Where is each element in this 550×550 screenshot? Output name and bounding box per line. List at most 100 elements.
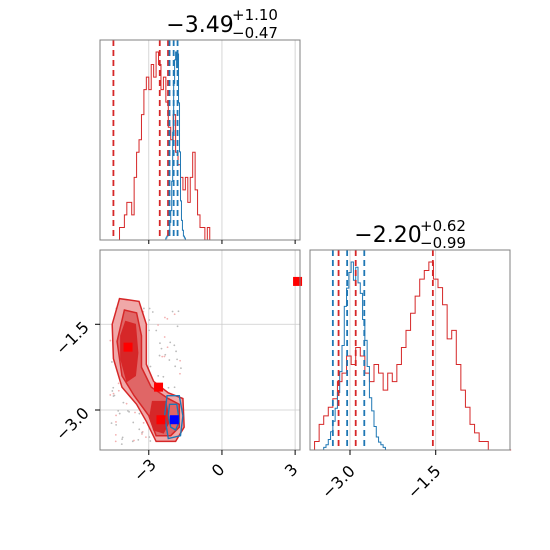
panel-joint <box>99 249 303 451</box>
contour-inner-blue <box>167 403 180 432</box>
scatter-point <box>145 436 147 439</box>
x-tick-label-p1: 0 <box>208 460 229 481</box>
scatter-point <box>162 375 165 378</box>
scatter-point <box>148 436 151 438</box>
title-p2-sup: +0.62 <box>420 217 466 235</box>
scatter-point <box>167 386 170 389</box>
panel-frame <box>99 39 301 241</box>
scatter-point <box>109 339 112 342</box>
tick-labels: −3 0 3 −1.5 −3.0 −3.0 −1.5 <box>52 240 445 502</box>
scatter-point <box>164 353 167 356</box>
hist-p2-blue <box>321 261 388 451</box>
scatter-point <box>115 423 118 426</box>
scatter-point <box>148 307 151 310</box>
scatter-point <box>126 409 129 412</box>
scatter-point <box>168 359 171 361</box>
scatter-point <box>159 342 161 345</box>
scatter-point <box>176 325 179 328</box>
scatter-point <box>141 433 143 435</box>
marker-red <box>293 276 303 286</box>
scatter-point <box>158 354 161 357</box>
title-p2-sub: −0.99 <box>420 234 466 252</box>
scatter-point <box>171 310 174 313</box>
scatter-point <box>121 438 123 441</box>
scatter-point <box>173 344 176 347</box>
marker-red <box>156 415 166 425</box>
panel-frame <box>99 249 301 451</box>
panel-marginal-p1 <box>99 39 301 241</box>
scatter-point <box>149 440 152 442</box>
scatter-point <box>110 422 113 425</box>
scatter-point <box>117 409 120 412</box>
hist-p2-red <box>310 261 512 451</box>
title-p1: −3.49 <box>166 13 233 38</box>
scatter-point <box>166 346 169 349</box>
scatter-point <box>115 414 117 417</box>
scatter-point <box>180 367 182 370</box>
scatter-point <box>137 439 140 441</box>
hist-p1-blue <box>160 51 190 241</box>
x-tick-label-p2: −3.0 <box>318 461 359 502</box>
hist-p1-red <box>100 51 300 241</box>
scatter-point <box>179 372 181 375</box>
scatter-point <box>118 412 121 415</box>
scatter-point <box>120 443 123 446</box>
scatter-point <box>138 428 141 431</box>
scatter-point <box>173 313 176 316</box>
x-tick-label-p2: −1.5 <box>404 461 445 502</box>
scatter-point <box>111 390 114 392</box>
scatter-point <box>112 392 115 395</box>
scatter-point <box>134 411 136 414</box>
panel-marginal-p2 <box>309 249 512 451</box>
scatter-point <box>112 386 115 389</box>
scatter-point <box>117 389 120 392</box>
x-tick-label-p1: −3 <box>130 455 160 485</box>
x-tick-label-p1: 3 <box>281 460 302 481</box>
scatter-point <box>173 386 176 389</box>
scatter-point <box>175 350 177 353</box>
title-p1-sup: +1.10 <box>232 6 278 24</box>
scatter-point <box>177 310 180 313</box>
scatter-point <box>157 324 159 326</box>
scatter-point <box>138 412 141 415</box>
scatter-point <box>122 401 125 404</box>
y-tick-label-p2: −1.5 <box>52 318 93 359</box>
scatter-point <box>133 439 135 442</box>
scatter-point <box>155 329 158 332</box>
marker-red <box>123 342 133 352</box>
scatter-point <box>174 365 177 368</box>
scatter-point <box>161 355 164 358</box>
marker-red <box>154 382 164 392</box>
scatter-point <box>114 434 117 436</box>
scatter-point <box>164 316 166 319</box>
scatter-point <box>141 431 143 434</box>
scatter-point <box>149 365 152 368</box>
title-p2: −2.20 <box>354 223 421 248</box>
scatter-point <box>176 358 178 361</box>
title-p1-sub: −0.47 <box>232 24 278 42</box>
scatter-point <box>163 336 166 338</box>
scatter-point <box>117 382 120 385</box>
scatter-point <box>115 421 117 423</box>
scatter-point <box>143 307 145 310</box>
scatter-point <box>148 329 150 332</box>
scatter-point <box>132 421 135 424</box>
scatter-point <box>142 421 145 424</box>
scatter-point <box>111 361 113 363</box>
scatter-point <box>114 440 117 443</box>
scatter-point <box>121 436 124 439</box>
panel-frame <box>309 249 511 451</box>
marker-blue <box>169 415 179 425</box>
y-tick-label-p2: −3.0 <box>52 403 93 444</box>
scatter-point <box>166 317 169 320</box>
scatter-point <box>112 395 115 397</box>
scatter-point <box>148 319 151 321</box>
scatter-point <box>160 347 163 350</box>
scatter-point <box>151 311 154 313</box>
scatter-point <box>157 374 160 377</box>
scatter-point <box>179 359 182 362</box>
scatter-point <box>125 402 128 405</box>
scatter-point <box>109 394 112 396</box>
scatter-point <box>169 341 172 344</box>
